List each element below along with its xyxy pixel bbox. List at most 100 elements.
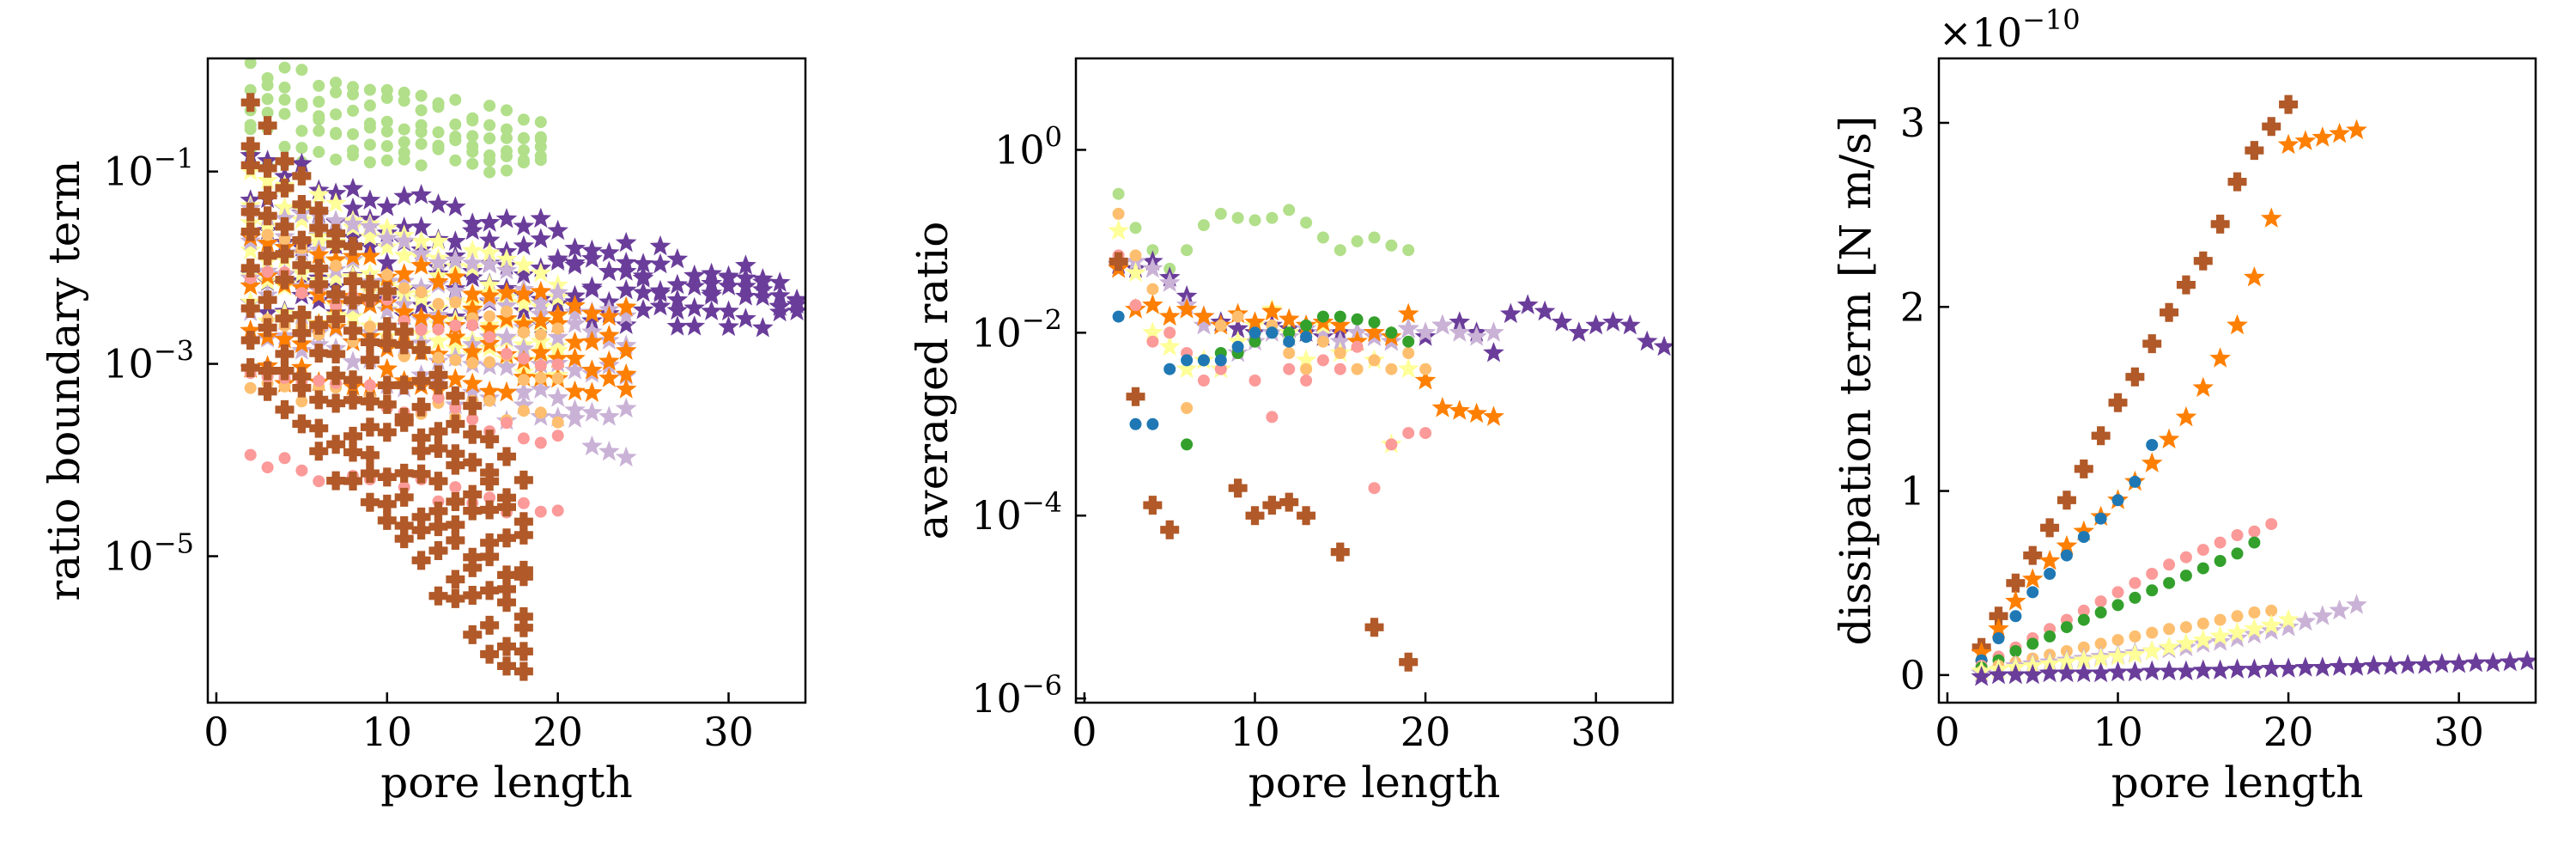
data-point: [1300, 331, 1313, 344]
data-point: [394, 322, 414, 342]
data-point: [466, 356, 479, 369]
data-point: [258, 158, 277, 178]
data-point: [495, 259, 518, 280]
data-point: [530, 309, 552, 331]
data-point: [649, 235, 671, 256]
data-point: [1126, 387, 1145, 406]
data-point: [683, 315, 706, 336]
data-point: [530, 341, 552, 362]
data-point: [2346, 119, 2367, 140]
data-point: [1351, 313, 1364, 326]
data-point: [377, 510, 397, 530]
data-point: [326, 393, 346, 413]
data-point: [240, 211, 262, 232]
data-point: [483, 356, 496, 369]
data-point: [463, 547, 483, 567]
data-point: [2163, 558, 2176, 571]
data-point: [2448, 653, 2470, 673]
data-point: [2141, 640, 2163, 661]
data-point: [2231, 547, 2244, 560]
data-point: [480, 500, 500, 520]
data-point: [1568, 321, 1590, 342]
data-point: [1329, 330, 1352, 351]
data-point: [501, 131, 513, 144]
data-point: [2146, 584, 2159, 597]
data-point: [517, 132, 530, 145]
data-point: [649, 295, 671, 316]
data-point: [2192, 376, 2215, 398]
data-point: [547, 247, 568, 269]
data-point: [2175, 660, 2197, 681]
data-point: [377, 317, 397, 337]
data-point: [551, 358, 564, 371]
x-tick-label: 30: [1571, 709, 1621, 755]
data-point: [1146, 417, 1159, 430]
data-point: [2073, 649, 2095, 670]
data-point: [1419, 427, 1432, 440]
data-point: [564, 252, 586, 272]
data-point: [598, 441, 620, 461]
data-point: [309, 274, 329, 294]
data-point: [2329, 655, 2350, 676]
y-tick-label: 10−5: [103, 527, 194, 580]
series-pink: [1975, 518, 2278, 673]
data-point: [1619, 314, 1641, 335]
data-point: [1385, 438, 1398, 451]
data-point: [2163, 623, 2176, 636]
data-point: [2056, 661, 2078, 683]
y-tick-label: 3: [1900, 100, 1925, 146]
data-point: [393, 270, 415, 291]
data-point: [1176, 357, 1198, 379]
data-point: [2397, 654, 2419, 674]
data-point: [1636, 330, 1658, 351]
data-point: [2414, 654, 2436, 674]
data-point: [534, 436, 547, 449]
data-point: [666, 315, 689, 336]
data-point: [258, 116, 277, 136]
data-point: [2192, 629, 2215, 649]
data-point: [2260, 614, 2282, 635]
data-point: [483, 100, 496, 113]
data-point: [342, 226, 364, 247]
data-point: [480, 581, 500, 600]
data-point: [2146, 568, 2159, 580]
data-point: [1334, 310, 1346, 323]
data-point: [1414, 321, 1437, 342]
data-point: [330, 259, 343, 272]
series-brown: [1109, 252, 1419, 672]
data-point: [513, 235, 535, 256]
data-point: [564, 301, 586, 322]
data-point: [1158, 271, 1181, 292]
data-point: [325, 248, 347, 270]
series-light_green: [1112, 187, 1415, 275]
data-point: [735, 266, 756, 288]
data-point: [2125, 367, 2145, 387]
data-point: [411, 507, 431, 527]
data-point: [480, 463, 500, 483]
data-point: [1283, 204, 1296, 216]
data-point: [292, 378, 312, 398]
data-point: [1231, 211, 1244, 224]
data-point: [291, 277, 313, 297]
data-point: [377, 375, 397, 395]
data-point: [1312, 321, 1334, 342]
data-point: [295, 464, 308, 477]
data-point: [1279, 492, 1299, 512]
data-point: [1399, 652, 1419, 672]
data-point: [632, 253, 654, 273]
data-point: [501, 144, 513, 157]
data-point: [463, 484, 483, 504]
y-axis: 100 10−2 10−4 10−6: [971, 120, 1086, 722]
data-point: [411, 371, 431, 391]
data-point: [463, 586, 483, 606]
data-point: [513, 618, 533, 637]
data-point: [466, 112, 479, 125]
data-point: [2073, 661, 2095, 683]
data-point: [411, 521, 431, 540]
data-point: [547, 219, 568, 241]
data-point: [360, 350, 380, 369]
data-point: [428, 193, 449, 214]
data-point: [478, 253, 501, 274]
data-point: [415, 286, 428, 299]
data-point: [291, 332, 313, 354]
